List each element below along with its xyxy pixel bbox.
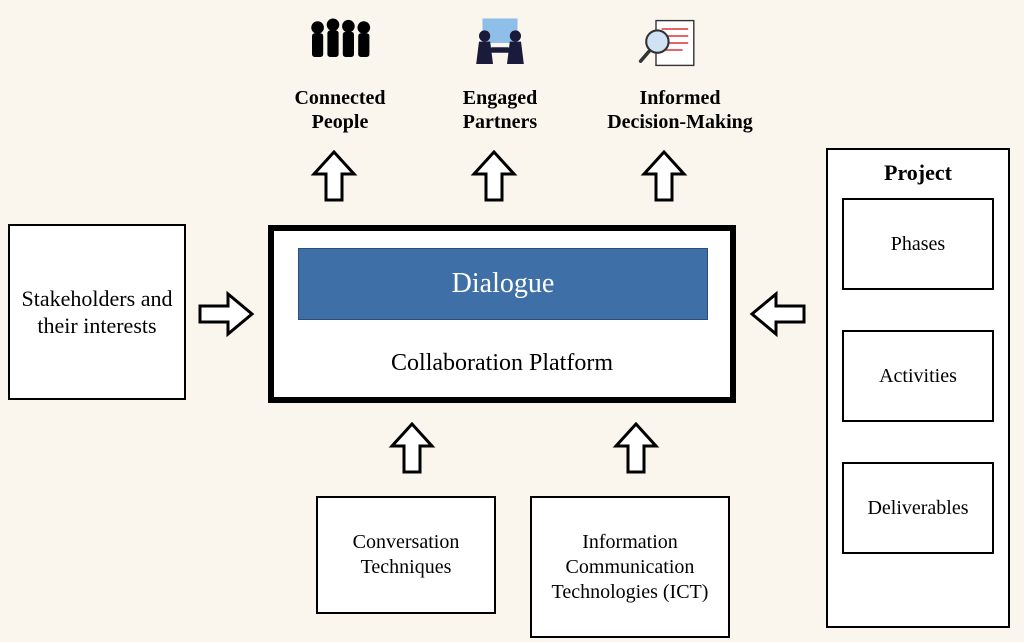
arrow-up-icon xyxy=(470,150,518,206)
text: Project xyxy=(884,160,952,185)
project-title: Project xyxy=(826,160,1010,186)
arrow-up-icon xyxy=(388,422,436,478)
arrow-right-icon xyxy=(196,290,256,338)
text: Conversation Techniques xyxy=(322,530,490,580)
text: Collaboration Platform xyxy=(391,350,613,376)
text: Deliverables xyxy=(867,496,968,521)
text: Activities xyxy=(879,364,957,389)
arrow-up-icon xyxy=(640,150,688,206)
dialogue-box: Dialogue xyxy=(298,248,708,320)
ict-box: Information Communication Technologies (… xyxy=(530,496,730,638)
dialogue-label: Dialogue xyxy=(452,268,555,300)
handshake-icon xyxy=(465,10,535,76)
project-deliverables-box: Deliverables xyxy=(842,462,994,554)
collaboration-platform-label: Collaboration Platform xyxy=(268,350,736,377)
outcome-label-connected-people: ConnectedPeople xyxy=(265,86,415,134)
stakeholders-label: Stakeholders and their interests xyxy=(16,285,178,340)
outcome-label-informed-decision: InformedDecision-Making xyxy=(575,86,785,134)
text: InformedDecision-Making xyxy=(607,87,753,133)
stakeholders-box: Stakeholders and their interests xyxy=(8,224,186,400)
conversation-techniques-box: Conversation Techniques xyxy=(316,496,496,614)
project-activities-box: Activities xyxy=(842,330,994,422)
project-phases-box: Phases xyxy=(842,198,994,290)
text: Information Communication Technologies (… xyxy=(536,530,724,605)
text: EngagedPartners xyxy=(463,87,537,133)
people-group-icon xyxy=(305,10,375,76)
arrow-up-icon xyxy=(310,150,358,206)
arrow-up-icon xyxy=(612,422,660,478)
text: ConnectedPeople xyxy=(294,87,385,133)
arrow-left-icon xyxy=(748,290,808,338)
magnify-document-icon xyxy=(635,10,705,76)
outcome-label-engaged-partners: EngagedPartners xyxy=(425,86,575,134)
text: Phases xyxy=(891,232,945,257)
